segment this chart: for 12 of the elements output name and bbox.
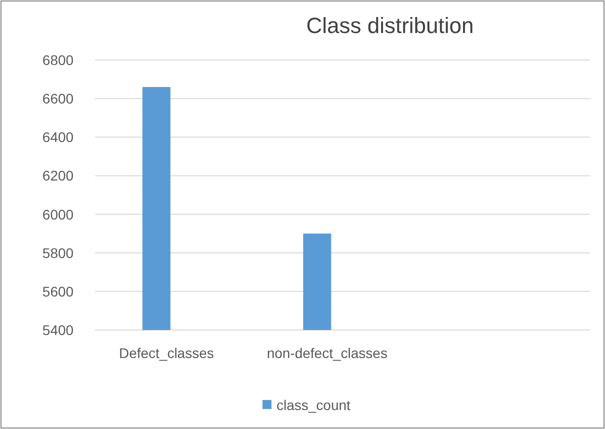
legend-label: class_count	[276, 397, 351, 413]
y-tick-label: 6000	[42, 206, 74, 222]
y-tick-label: 6800	[42, 52, 74, 68]
chart-title: Class distribution	[306, 13, 474, 38]
y-tick-label: 6200	[42, 168, 74, 184]
x-tick-label: Defect_classes	[118, 345, 214, 361]
y-tick-label: 5800	[42, 244, 74, 261]
y-tick-label: 6400	[42, 129, 74, 146]
y-tick-label: 5400	[42, 322, 74, 338]
y-tick-label: 6600	[42, 90, 74, 107]
x-tick-label: non-defect_classes	[266, 345, 388, 361]
y-tick-label: 5600	[42, 283, 74, 300]
